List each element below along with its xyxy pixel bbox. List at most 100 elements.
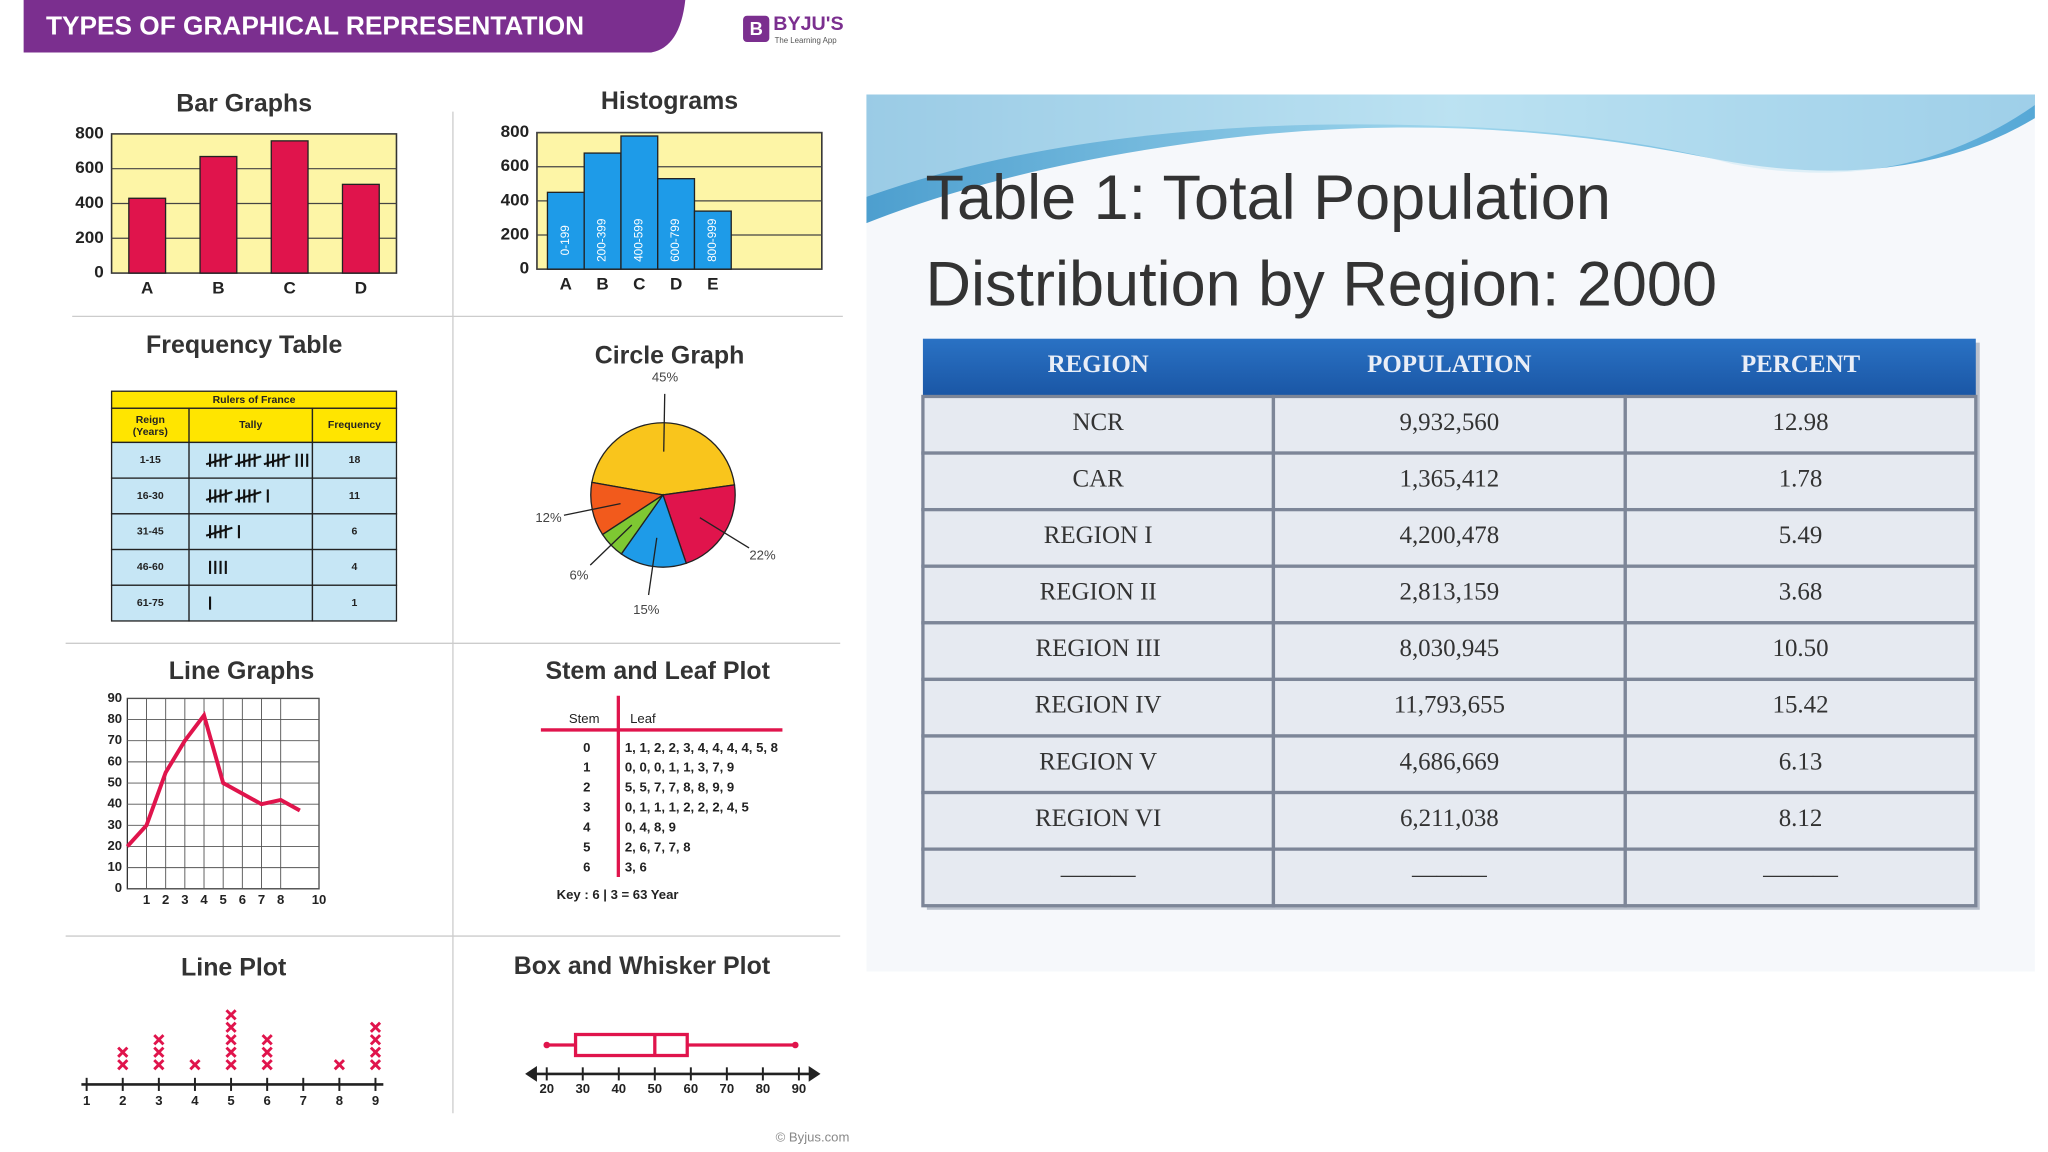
cell-text: ——— (1060, 861, 1137, 888)
table-cell (1271, 564, 1627, 625)
body-cell (311, 584, 398, 622)
x-tick-label: B (212, 278, 224, 297)
body-cell (311, 548, 398, 586)
leader-line (589, 524, 633, 566)
x-tick-label: 70 (720, 1081, 735, 1096)
reign: 16-30 (137, 490, 164, 502)
leaves: 3, 6 (625, 860, 647, 875)
x-tick-label: 80 (756, 1081, 771, 1096)
data-line (125, 710, 301, 848)
slice-label: 12% (535, 510, 562, 525)
header-row (922, 338, 1976, 397)
cell-text: 4,686,669 (1399, 748, 1499, 775)
body-cell (188, 584, 314, 622)
x-mark (261, 1034, 273, 1046)
reign: 61-75 (137, 597, 164, 609)
table-cell (1271, 734, 1627, 795)
cell-text: NCR (1073, 409, 1125, 436)
x-tick-label: 6 (264, 1093, 271, 1108)
x-tick-label: 4 (191, 1093, 199, 1108)
table-cell (1271, 507, 1627, 568)
table-cell (921, 394, 1276, 455)
bar-label: 0-199 (558, 225, 572, 255)
x-tick-label: 60 (684, 1081, 699, 1096)
x-mark (225, 1034, 237, 1046)
x-tick-label: 20 (539, 1081, 554, 1096)
leaves: 0, 4, 8, 9 (625, 820, 676, 835)
header-text: Reign (Years) (133, 414, 168, 438)
x-tick-label: 8 (336, 1093, 343, 1108)
dot-stack (333, 1059, 345, 1071)
y-tick-label: 90 (107, 690, 122, 705)
cell-text: 1,365,412 (1399, 465, 1499, 492)
x-tick-label: D (355, 278, 367, 297)
cell-text: 8.12 (1779, 805, 1823, 832)
frequency: 4 (352, 561, 358, 573)
cell-text: 15.42 (1772, 692, 1828, 719)
header-cell (311, 407, 398, 444)
key: Key : 6 | 3 = 63 Year (557, 887, 679, 902)
dot-stack (189, 1059, 201, 1071)
bar-label: 800-999 (705, 219, 719, 262)
x-tick-label: 40 (611, 1081, 626, 1096)
tally-slash (205, 526, 233, 537)
stem: 1 (583, 760, 590, 775)
slice-label: 22% (749, 548, 776, 563)
cell-text: REGION II (1040, 579, 1157, 606)
cell-text: REGION V (1039, 748, 1157, 775)
wave (866, 94, 2035, 197)
bar (620, 135, 659, 270)
slice-label: 15% (633, 602, 660, 617)
x-tick-label: 6 (239, 892, 246, 907)
cell-text: 4,200,478 (1399, 522, 1499, 549)
cell-text: REGION IV (1035, 692, 1162, 719)
frequency: 1 (352, 597, 358, 609)
header-text: Leaf (630, 711, 656, 726)
header-text: Tally (239, 419, 262, 431)
x-tick-label: 7 (300, 1093, 307, 1108)
bar (128, 197, 167, 274)
pie-slice (591, 422, 736, 496)
cell-text: 11,793,655 (1394, 692, 1505, 719)
x-tick-label: 8 (277, 892, 284, 907)
dot-stack (369, 1021, 382, 1071)
x-tick-label: B (596, 274, 608, 293)
x-tick-label: 9 (372, 1093, 379, 1108)
x-mark (225, 1009, 237, 1021)
y-tick-label: 50 (107, 774, 122, 789)
x-tick-label: 5 (220, 892, 227, 907)
table-cell (1623, 847, 1978, 908)
x-mark (153, 1059, 165, 1071)
cell-text: 1.78 (1779, 465, 1823, 492)
reign: 1-15 (140, 454, 161, 466)
whisker-end (792, 1041, 799, 1049)
y-tick-label: 600 (501, 156, 529, 175)
frequency: 6 (352, 525, 358, 537)
bar (199, 155, 238, 274)
table-title: Frequency Table (146, 331, 342, 359)
leader-line (563, 503, 621, 516)
table-cell (921, 734, 1276, 795)
tally-slash (234, 491, 262, 501)
column-header: PERCENT (1741, 351, 1861, 378)
cell-text: 8,030,945 (1399, 635, 1499, 662)
chart-title: Line Plot (181, 953, 286, 981)
y-tick-label: 40 (107, 796, 122, 811)
bar (341, 183, 380, 274)
x-mark (225, 1046, 237, 1058)
tally-slash (205, 491, 233, 501)
body-cell (110, 548, 190, 586)
chart-title: Line Graphs (169, 657, 315, 685)
cell-text: ——— (1762, 861, 1839, 888)
table-cell (921, 564, 1276, 625)
leaves: 1, 1, 2, 2, 3, 4, 4, 4, 4, 5, 8 (625, 740, 778, 755)
x-mark (369, 1046, 382, 1058)
x-tick-label: 2 (119, 1093, 126, 1108)
x-tick-label: C (283, 278, 295, 297)
x-tick-label: 7 (258, 892, 265, 907)
box (573, 1032, 689, 1058)
y-tick-label: 70 (107, 732, 122, 747)
leaves: 0, 0, 0, 1, 1, 3, 7, 9 (625, 760, 734, 775)
